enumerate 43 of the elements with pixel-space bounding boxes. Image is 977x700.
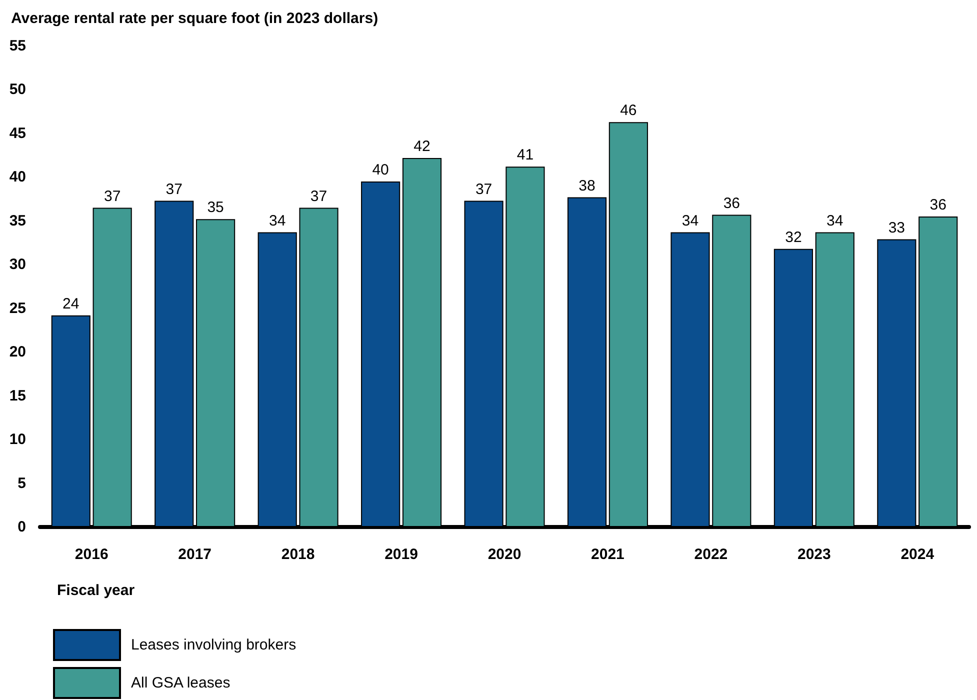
y-tick-label: 0 bbox=[18, 518, 26, 536]
legend-label: Leases involving brokers bbox=[131, 636, 296, 654]
x-tick-label: 2020 bbox=[488, 546, 522, 563]
x-tick-label: 2022 bbox=[694, 546, 728, 563]
x-tick-label: 2018 bbox=[281, 546, 315, 563]
y-tick-label: 55 bbox=[9, 38, 26, 54]
x-tick-label: 2017 bbox=[178, 546, 212, 563]
y-tick-label: 10 bbox=[9, 431, 26, 448]
y-tick-label: 15 bbox=[9, 387, 26, 404]
x-tick-label: 2024 bbox=[900, 546, 935, 563]
data-label: 36 bbox=[723, 194, 740, 212]
x-tick-label: 2016 bbox=[74, 546, 108, 563]
data-label: 24 bbox=[62, 295, 80, 312]
y-tick-label: 40 bbox=[9, 168, 26, 186]
data-label: 32 bbox=[785, 228, 802, 246]
y-tick-label: 50 bbox=[9, 81, 26, 98]
data-label: 46 bbox=[620, 102, 637, 120]
y-tick-label: 45 bbox=[9, 124, 26, 142]
data-label: 34 bbox=[682, 212, 699, 230]
data-label: 34 bbox=[268, 212, 286, 230]
y-tick-label: 35 bbox=[9, 212, 26, 230]
data-label: 35 bbox=[207, 199, 224, 216]
data-label: 34 bbox=[826, 212, 844, 230]
y-tick-label: 25 bbox=[9, 300, 26, 317]
legend-label: All GSA leases bbox=[131, 674, 230, 692]
data-label: 36 bbox=[930, 196, 946, 214]
data-label: 37 bbox=[166, 180, 182, 198]
data-label: 41 bbox=[516, 146, 534, 164]
y-tick-label: 5 bbox=[18, 474, 26, 492]
y-tick-label: 30 bbox=[9, 256, 26, 274]
y-axis-title: Average rental rate per square foot (in 2023 dollars) bbox=[11, 10, 378, 27]
x-tick-label: 2023 bbox=[797, 546, 831, 563]
data-label: 37 bbox=[104, 188, 121, 205]
data-label: 37 bbox=[475, 180, 492, 198]
x-axis-title: Fiscal year bbox=[57, 582, 135, 599]
data-label: 33 bbox=[888, 219, 906, 236]
y-tick-label: 20 bbox=[9, 344, 26, 361]
data-label: 42 bbox=[414, 138, 430, 155]
data-label: 38 bbox=[578, 177, 596, 194]
data-label: 37 bbox=[310, 188, 328, 205]
x-tick-label: 2021 bbox=[591, 546, 624, 563]
x-tick-label: 2019 bbox=[384, 546, 418, 563]
data-label: 40 bbox=[372, 162, 389, 179]
